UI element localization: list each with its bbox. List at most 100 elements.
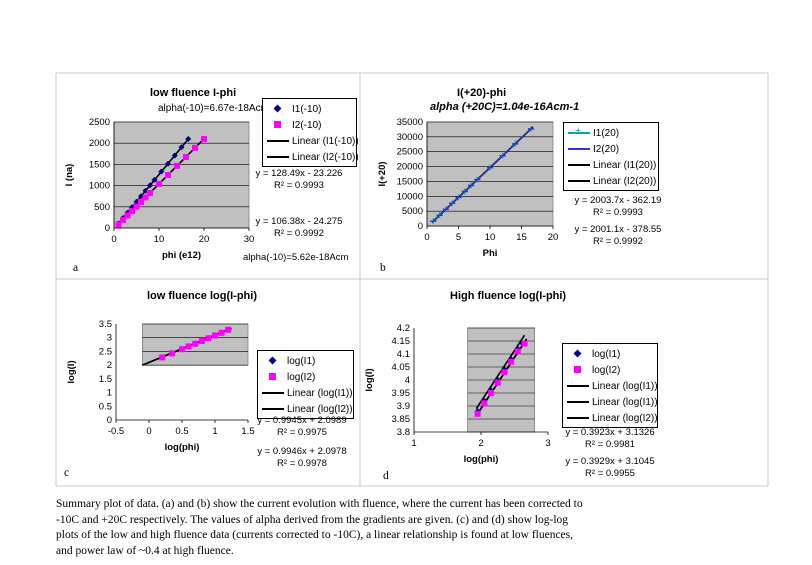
x-axis-label: Phi	[483, 248, 498, 259]
r-squared: R² = 0.9992	[593, 236, 643, 247]
y-tick-label: 2500	[89, 117, 110, 128]
legend-line	[568, 132, 590, 134]
data-point	[169, 350, 176, 357]
x-axis-label: log(phi)	[464, 454, 499, 465]
data-point	[115, 221, 122, 228]
data-point	[183, 153, 189, 160]
legend-line	[267, 156, 289, 158]
panel-label: a	[73, 262, 79, 274]
data-point	[147, 190, 153, 197]
chart-legend: log(I1) log(I2) Linear (log(I1)) Linear (lo…	[562, 343, 658, 428]
y-axis-label: log(I)	[66, 360, 77, 383]
x-tick-label: 1.5	[241, 426, 254, 437]
equation-text: y = 2003.7x - 362.19	[574, 195, 662, 206]
equation-text: y = 0.9945x + 2.0989	[257, 415, 347, 426]
trendline-equation: y = 0.9945x + 2.0989 R² = 0.9975	[247, 415, 357, 439]
y-tick-label: 3.95	[392, 388, 411, 399]
y-tick-label: 0	[105, 223, 110, 234]
y-tick-label: 3	[107, 333, 112, 344]
y-tick-label: 10000	[397, 191, 423, 202]
data-point	[474, 410, 481, 417]
data-point	[179, 346, 185, 353]
chart-annotation: alpha(-10)=5.62e-18Acm	[243, 252, 349, 263]
data-point	[212, 332, 218, 339]
legend-marker: +	[575, 125, 582, 137]
chart-title: I(+20)-phi	[457, 87, 507, 99]
legend-entry: Linear (I1(20))	[568, 157, 656, 173]
x-tick-label: 0.5	[175, 426, 188, 437]
legend-label: log(I1)	[287, 355, 316, 367]
legend-line	[262, 408, 284, 410]
legend-line	[568, 148, 590, 150]
data-point	[178, 144, 185, 151]
x-tick-label: 10	[154, 234, 165, 245]
panel-label: c	[64, 467, 70, 479]
caption-line: and power law of ~0.4 at high fluence.	[56, 544, 234, 557]
x-tick-label: 15	[516, 232, 527, 243]
y-tick-label: 25000	[397, 147, 423, 158]
r-squared: R² = 0.9993	[274, 180, 324, 191]
data-point	[158, 168, 165, 175]
legend-label: I1(-10)	[292, 103, 322, 115]
trendline-equation: y = 0.9946x + 2.0978 R² = 0.9978	[247, 446, 357, 470]
figure-caption: Summary plot of data. (a) and (b) show t…	[56, 497, 696, 559]
x-tick-label: 10	[485, 232, 496, 243]
data-point	[142, 194, 149, 201]
legend-marker	[573, 349, 582, 358]
data-point	[201, 135, 207, 142]
legend-label: Linear (I2(-10))	[292, 151, 359, 163]
legend-line	[568, 180, 590, 182]
legend-entry: Linear (I2(-10))	[267, 149, 359, 165]
panel-label: b	[380, 262, 386, 274]
r-squared: R² = 0.9975	[277, 427, 327, 438]
equation-text: y = 106.38x - 24.275	[255, 216, 343, 227]
legend-entry: I1(-10)	[267, 101, 352, 117]
chart-subtitle: alpha (+20C)=1.04e-16Acm-1	[430, 101, 580, 113]
legend-label: I2(-10)	[292, 119, 322, 131]
y-tick-label: 0	[107, 415, 112, 426]
r-squared: R² = 0.9978	[277, 458, 327, 469]
data-point	[185, 343, 192, 350]
legend-label: I2(20)	[593, 143, 620, 155]
legend-label: Linear (I2(20))	[593, 175, 657, 187]
legend-swatch	[567, 380, 589, 392]
x-tick-label: 5	[456, 232, 461, 243]
legend-swatch	[567, 412, 589, 424]
legend-entry: log(I2)	[567, 362, 653, 378]
legend-label: log(I2)	[592, 364, 621, 376]
y-tick-label: 4	[405, 375, 410, 386]
legend-entry: log(I1)	[567, 346, 653, 362]
data-point	[218, 329, 225, 336]
equation-text: y = 0.9946x + 2.0978	[257, 446, 347, 457]
y-tick-label: 1000	[89, 181, 110, 192]
chart-subtitle: alpha(-10)=6.67e-18Acm	[158, 103, 269, 114]
y-tick-label: 4.2	[397, 323, 410, 334]
data-point	[205, 335, 212, 342]
data-point	[156, 180, 162, 187]
data-point	[174, 162, 180, 169]
x-tick-label: 30	[244, 234, 255, 245]
y-tick-label: 4.15	[392, 336, 411, 347]
data-point	[124, 212, 131, 219]
legend-label: Linear (log(I1))	[592, 396, 658, 408]
legend-label: Linear (I1(-10))	[292, 135, 359, 147]
legend-line	[267, 140, 289, 142]
data-point	[185, 135, 192, 142]
trendline-equation: y = 2003.7x - 362.19 R² = 0.9993	[563, 195, 673, 219]
x-tick-label: 20	[199, 234, 210, 245]
r-squared: R² = 0.9992	[274, 228, 324, 239]
series-line	[432, 128, 532, 222]
legend-marker	[574, 366, 581, 373]
r-squared: R² = 0.9993	[593, 207, 643, 218]
legend-swatch	[267, 151, 289, 163]
x-axis-label: log(phi)	[165, 442, 200, 453]
x-axis-label: phi (e12)	[162, 250, 201, 261]
caption-line: plots of the low and high fluence data (…	[56, 529, 574, 541]
data-point	[192, 340, 199, 347]
x-tick-label: 1	[212, 426, 217, 437]
legend-label: log(I1)	[592, 348, 621, 360]
